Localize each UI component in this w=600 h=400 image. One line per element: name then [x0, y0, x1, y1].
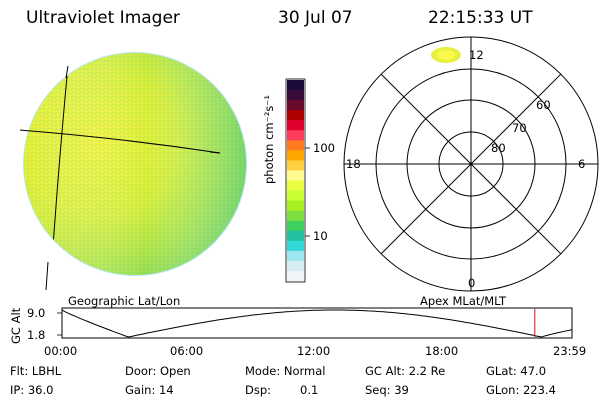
colorbar-segment	[287, 210, 304, 222]
instrument-title: Ultraviolet Imager	[26, 8, 180, 28]
mlat-label-70: 70	[512, 121, 527, 135]
time-label: 22:15:33 UT	[428, 8, 533, 28]
colorbar-segment	[287, 80, 304, 91]
colorbar-segment	[287, 220, 304, 232]
mlt-label-18: 18	[346, 157, 361, 171]
color-scale-bar	[287, 80, 304, 282]
mlt-label-6: 6	[578, 157, 586, 171]
orbit-xtick-3: 18:00	[425, 344, 459, 358]
mlat-label-80: 80	[491, 141, 506, 155]
filter-info: Flt: LBHL	[10, 364, 62, 378]
glon-info: GLon: 223.4	[486, 383, 556, 397]
orbit-xtick-0: 00:00	[44, 344, 78, 358]
door-info: Door: Open	[125, 364, 191, 378]
dsp-value: 0.1	[300, 383, 319, 397]
date-label: 30 Jul 07	[278, 8, 353, 28]
gc-alt-info: GC Alt: 2.2 Re	[365, 364, 446, 378]
colorbar-segment	[287, 230, 304, 242]
caption-geographic: Geographic Lat/Lon	[68, 294, 181, 308]
colorbar-segment	[287, 240, 304, 252]
dsp-label: Dsp:	[245, 383, 272, 397]
orbit-xtick-4: 23:59	[553, 344, 587, 358]
orbit-xtick-2: 12:00	[297, 344, 331, 358]
colorbar-unit-label: photon cm⁻²s⁻¹	[262, 95, 276, 184]
colorbar-segment	[287, 100, 304, 111]
colorbar-segment	[287, 160, 304, 172]
colorbar-segment	[287, 140, 304, 151]
colorbar-segment	[287, 130, 304, 141]
uv-earth-image	[19, 52, 247, 291]
caption-apex: Apex MLat/MLT	[420, 294, 507, 308]
colorbar-segment	[287, 120, 304, 131]
ip-info: IP: 36.0	[10, 383, 54, 397]
orbit-xtick-1: 06:00	[170, 344, 204, 358]
colorbar-segment	[287, 110, 304, 121]
seq-info: Seq: 39	[365, 383, 409, 397]
colorbar-segment	[287, 200, 304, 212]
mlt-label-0: 0	[468, 276, 476, 290]
mlt-label-12: 12	[469, 48, 484, 62]
orbit-ylabel: GC Alt	[9, 307, 23, 344]
colorbar-segment	[287, 150, 304, 161]
mode-info: Mode: Normal	[245, 364, 326, 378]
colorbar-segment	[287, 260, 304, 272]
orbit-plot	[57, 307, 573, 339]
colorbar-segment	[287, 250, 304, 262]
colorbar-segment	[287, 170, 304, 182]
polar-plot	[343, 36, 599, 292]
colorbar-segment	[287, 190, 304, 202]
orbit-ymax: 9.0	[27, 306, 46, 320]
orbit-ymin: 1.8	[27, 328, 46, 342]
colorbar-segment	[287, 270, 304, 282]
colorbar-label-100: 100	[313, 141, 335, 155]
glat-info: GLat: 47.0	[486, 364, 547, 378]
gain-info: Gain: 14	[125, 383, 174, 397]
colorbar-segment	[287, 90, 304, 101]
mlat-label-60: 60	[536, 98, 551, 112]
colorbar-label-10: 10	[313, 229, 328, 243]
colorbar-segment	[287, 180, 304, 192]
